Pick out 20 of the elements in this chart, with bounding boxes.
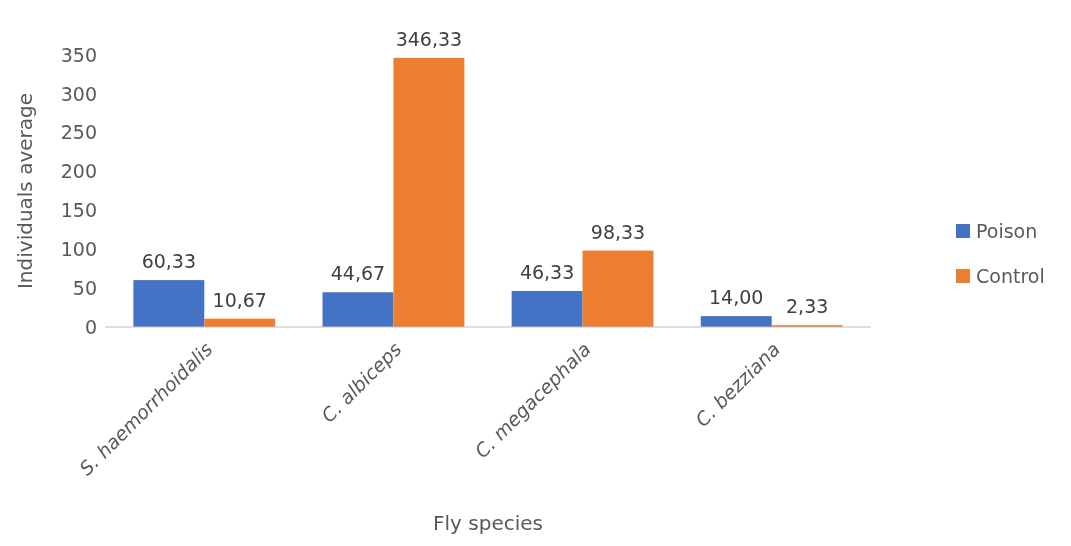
y-tick-label: 100 (60, 237, 97, 260)
x-axis-title: Fly species (433, 511, 543, 535)
y-tick-label: 200 (60, 160, 97, 183)
data-label: 60,33 (141, 250, 197, 273)
y-tick-label: 300 (60, 82, 97, 105)
y-tick-label: 50 (72, 276, 97, 299)
y-tick-label: 150 (60, 199, 97, 222)
data-label: 14,00 (709, 286, 764, 309)
data-label: 10,67 (212, 288, 267, 311)
legend-label: Control (976, 264, 1045, 287)
data-label: 46,33 (519, 260, 575, 283)
y-tick-label: 350 (60, 43, 97, 66)
data-label: 98,33 (590, 220, 646, 243)
data-label: 346,33 (395, 27, 463, 50)
y-tick-label: 0 (84, 315, 97, 338)
legend-label: Poison (976, 219, 1038, 242)
data-label: 44,67 (330, 262, 386, 285)
y-tick-label: 250 (60, 121, 97, 144)
y-axis-title: Individuals average (13, 92, 37, 290)
data-label: 2,33 (786, 295, 829, 318)
